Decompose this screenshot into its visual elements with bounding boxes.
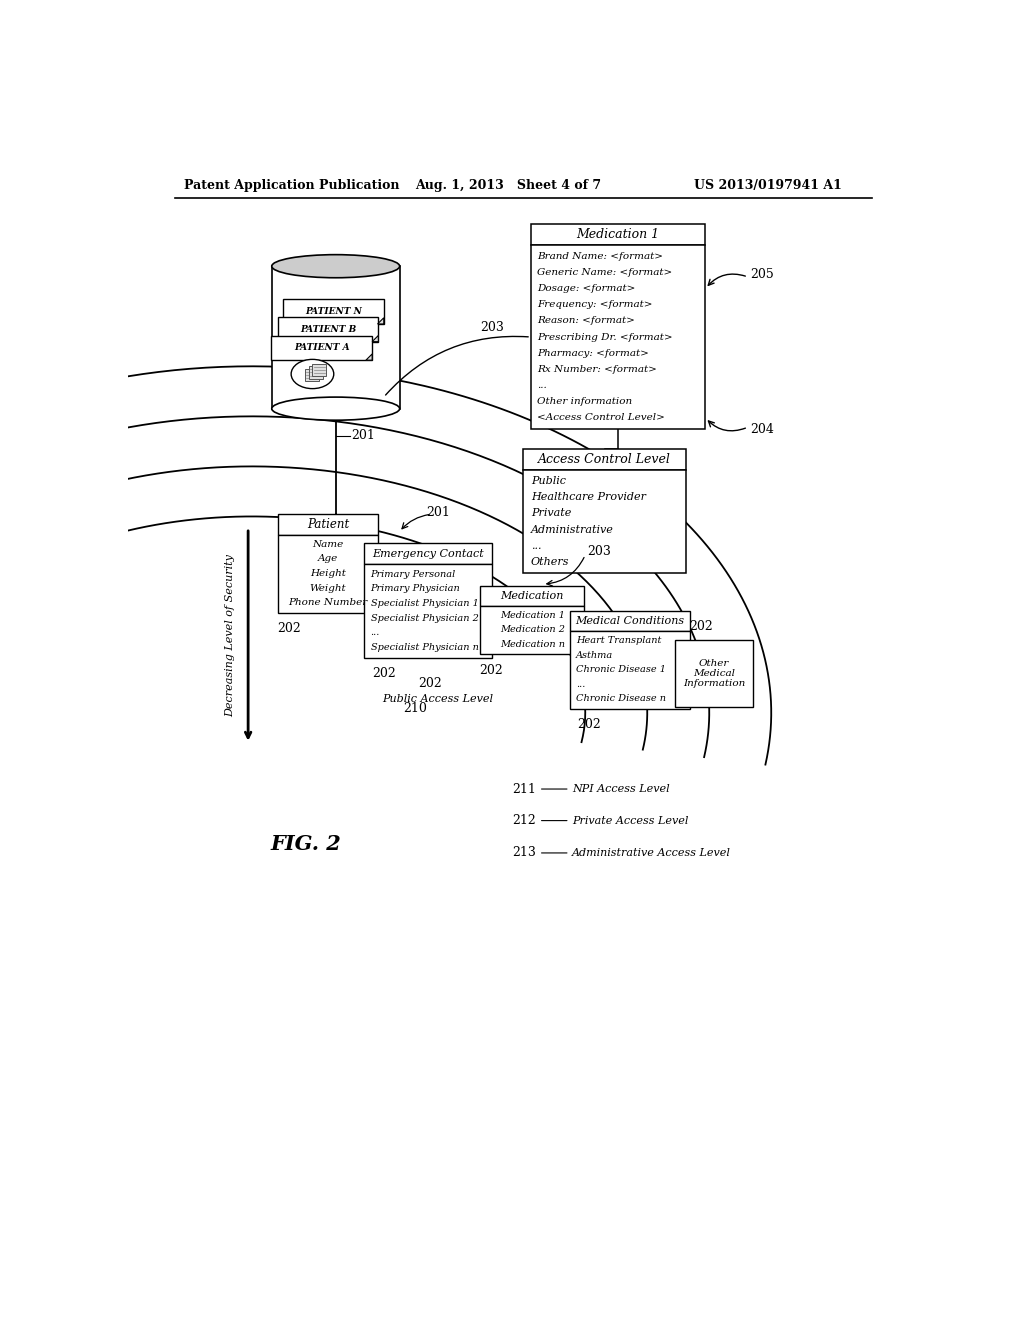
Bar	[480, 586, 585, 606]
Bar	[271, 267, 399, 409]
Text: Private: Private	[531, 508, 571, 519]
Bar	[569, 611, 690, 631]
Text: NPI Access Level: NPI Access Level	[572, 784, 670, 795]
Ellipse shape	[271, 397, 399, 420]
Text: Patent Application Publication: Patent Application Publication	[183, 178, 399, 191]
Text: 201: 201	[351, 429, 375, 442]
Text: Medication 1: Medication 1	[577, 228, 659, 242]
Text: · ·: · ·	[656, 615, 670, 628]
Text: Others: Others	[531, 557, 569, 566]
Text: 202: 202	[372, 668, 395, 680]
Text: 210: 210	[402, 702, 427, 715]
Text: 203: 203	[588, 545, 611, 557]
Text: PATIENT A: PATIENT A	[294, 343, 349, 352]
Text: Reason: <format>: Reason: <format>	[538, 317, 635, 325]
Bar	[675, 640, 753, 708]
Text: Administrative Access Level: Administrative Access Level	[572, 847, 731, 858]
Text: Medication 2: Medication 2	[500, 626, 564, 634]
Text: Specialist Physician n: Specialist Physician n	[371, 643, 478, 652]
Text: Heart Transplant: Heart Transplant	[575, 636, 662, 645]
Text: Primary Physician: Primary Physician	[371, 585, 461, 593]
Bar	[283, 300, 384, 323]
Ellipse shape	[291, 359, 334, 388]
Text: 202: 202	[689, 620, 714, 634]
Text: Public: Public	[531, 477, 566, 486]
Text: Decreasing Level of Security: Decreasing Level of Security	[225, 554, 236, 717]
Text: Other information: Other information	[538, 397, 633, 407]
Text: Chronic Disease n: Chronic Disease n	[575, 694, 666, 704]
Text: 204: 204	[751, 422, 774, 436]
Text: 213: 213	[513, 846, 537, 859]
Text: US 2013/0197941 A1: US 2013/0197941 A1	[693, 178, 842, 191]
Text: Primary Personal: Primary Personal	[371, 570, 456, 578]
Text: ...: ...	[538, 381, 547, 389]
Text: ...: ...	[531, 541, 542, 550]
Text: Generic Name: <format>: Generic Name: <format>	[538, 268, 673, 277]
Text: Healthcare Provider: Healthcare Provider	[531, 492, 646, 502]
Text: Brand Name: <format>: Brand Name: <format>	[538, 252, 664, 260]
Text: Specialist Physician 1: Specialist Physician 1	[371, 599, 478, 609]
Bar	[278, 317, 378, 342]
Text: 203: 203	[480, 321, 504, 334]
Bar	[480, 606, 585, 655]
Bar	[523, 449, 686, 470]
Bar	[523, 470, 686, 573]
Text: 202: 202	[479, 664, 504, 677]
Text: FIG. 2: FIG. 2	[271, 834, 342, 854]
Text: Frequency: <format>: Frequency: <format>	[538, 300, 652, 309]
Text: Emergency Contact: Emergency Contact	[373, 549, 484, 558]
Text: Name: Name	[312, 540, 344, 549]
Bar	[278, 535, 378, 612]
Text: PATIENT B: PATIENT B	[300, 325, 356, 334]
Text: Weight: Weight	[309, 583, 346, 593]
Bar	[308, 367, 323, 379]
Polygon shape	[366, 354, 372, 360]
Bar	[531, 246, 706, 429]
Polygon shape	[372, 335, 378, 342]
Bar	[365, 564, 493, 659]
Text: Other
Medical
Information: Other Medical Information	[683, 659, 745, 689]
Text: Prescribing Dr. <format>: Prescribing Dr. <format>	[538, 333, 673, 342]
Text: Private Access Level: Private Access Level	[572, 816, 688, 825]
Bar	[531, 224, 706, 246]
Text: Age: Age	[317, 554, 338, 564]
Text: Patient: Patient	[307, 517, 349, 531]
Bar	[305, 368, 318, 381]
Text: Rx Number: <format>: Rx Number: <format>	[538, 364, 657, 374]
Text: Access Control Level: Access Control Level	[539, 453, 671, 466]
Text: 202: 202	[578, 718, 601, 731]
Text: Aug. 1, 2013   Sheet 4 of 7: Aug. 1, 2013 Sheet 4 of 7	[415, 178, 601, 191]
Text: Phone Number: Phone Number	[289, 598, 368, 607]
Text: Public Access Level: Public Access Level	[383, 694, 494, 704]
Text: 202: 202	[419, 677, 442, 690]
Bar	[365, 544, 493, 564]
Bar	[278, 515, 378, 535]
Text: ...: ...	[371, 628, 380, 638]
Text: Pharmacy: <format>: Pharmacy: <format>	[538, 348, 649, 358]
Text: Medication n: Medication n	[500, 640, 564, 648]
Text: Asthma: Asthma	[575, 651, 613, 660]
Bar	[312, 364, 327, 376]
Text: 205: 205	[751, 268, 774, 281]
Text: Chronic Disease 1: Chronic Disease 1	[575, 665, 666, 675]
Text: 212: 212	[513, 814, 537, 828]
Text: PATIENT N: PATIENT N	[305, 308, 361, 315]
Text: 202: 202	[278, 622, 301, 635]
Text: ...: ...	[575, 680, 586, 689]
Bar	[271, 335, 372, 360]
Text: 201: 201	[426, 506, 450, 519]
Text: 211: 211	[513, 783, 537, 796]
Text: Medical Conditions: Medical Conditions	[575, 616, 684, 626]
Text: Dosage: <format>: Dosage: <format>	[538, 284, 636, 293]
Ellipse shape	[271, 255, 399, 277]
Text: Specialist Physician 2: Specialist Physician 2	[371, 614, 478, 623]
Text: Medication: Medication	[501, 591, 564, 601]
Text: Administrative: Administrative	[531, 524, 613, 535]
Text: Height: Height	[310, 569, 346, 578]
Bar	[569, 631, 690, 709]
Polygon shape	[378, 318, 384, 323]
Text: <Access Control Level>: <Access Control Level>	[538, 413, 665, 422]
Text: Medication 1: Medication 1	[500, 611, 564, 619]
